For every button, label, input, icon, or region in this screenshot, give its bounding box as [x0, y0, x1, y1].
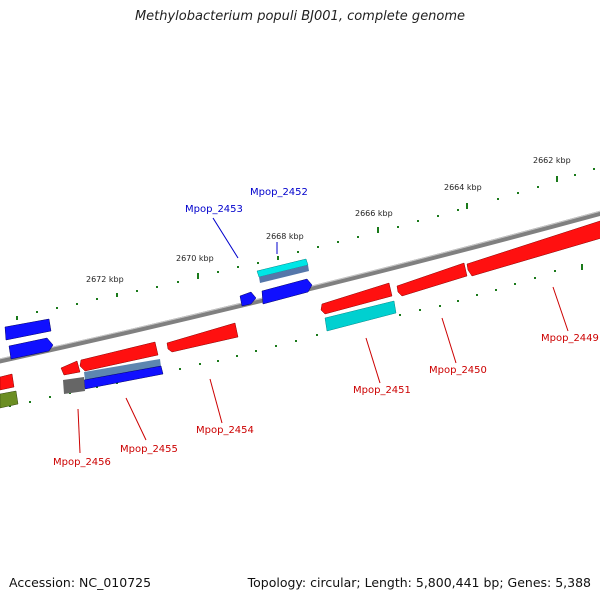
gene-arrow-left-red[interactable] — [0, 373, 15, 391]
gene-arrow-mpop-2455b[interactable] — [83, 365, 164, 390]
gene-arrow-mpop-2451[interactable] — [320, 282, 393, 315]
gene-label-mpop-2452: Mpop_2452 — [250, 187, 308, 198]
gene-arrow-mpop-2454[interactable] — [166, 322, 239, 353]
rna-feature-2451 — [324, 300, 397, 332]
scale-label-2666: 2666 kbp — [355, 209, 393, 218]
scale-label-2668: 2668 kbp — [266, 232, 304, 241]
scale-label-2664: 2664 kbp — [444, 183, 482, 192]
gene-label-mpop-2451: Mpop_2451 — [353, 385, 411, 396]
topology-text: Topology: circular; Length: 5,800,441 bp… — [247, 575, 591, 590]
gene-arrow-mpop-2456[interactable] — [60, 360, 81, 376]
scale-label-2670: 2670 kbp — [176, 254, 214, 263]
reverse-features — [0, 220, 600, 409]
gene-label-mpop-2454: Mpop_2454 — [196, 425, 254, 436]
gene-arrow-left-olive[interactable] — [0, 390, 19, 409]
gene-arrow-left-2[interactable] — [8, 337, 54, 360]
map-title: Methylobacterium populi BJ001, complete … — [134, 9, 466, 24]
gene-arrow-mpop-2450[interactable] — [396, 262, 468, 297]
pseudo-feature-2456 — [63, 377, 85, 394]
gene-arrow-mpop-2455[interactable] — [79, 341, 159, 372]
forward-features — [4, 258, 313, 360]
gene-label-mpop-2450: Mpop_2450 — [429, 365, 487, 376]
gene-label-mpop-2455: Mpop_2455 — [120, 444, 178, 455]
gene-arrow-mpop-2449[interactable] — [466, 220, 600, 277]
gene-label-mpop-2453: Mpop_2453 — [185, 204, 243, 215]
scale-label-2672: 2672 kbp — [86, 275, 124, 284]
gene-arrow-mpop-2453[interactable] — [239, 291, 257, 307]
outer-scale-ticks — [16, 168, 595, 320]
accession-text: Accession: NC_010725 — [9, 575, 152, 590]
gene-label-mpop-2449: Mpop_2449 — [541, 333, 599, 344]
gene-arrow-left-1[interactable] — [4, 318, 52, 341]
gene-label-mpop-2456: Mpop_2456 — [53, 457, 111, 468]
rna-feature-2455 — [84, 359, 161, 380]
rna-shadow-2452 — [259, 265, 309, 283]
leader-lines — [77, 217, 569, 454]
scale-label-2662: 2662 kbp — [533, 156, 571, 165]
gene-arrow-mpop-2452[interactable] — [261, 278, 313, 305]
